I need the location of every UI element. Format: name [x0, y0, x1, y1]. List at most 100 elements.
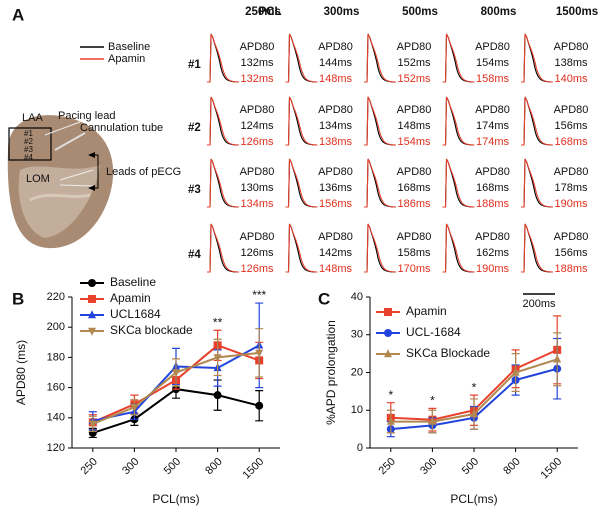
marker: [511, 367, 520, 376]
marker: [386, 416, 395, 425]
apd-apamin: 132ms: [240, 73, 274, 85]
apd-baseline: 156ms: [554, 120, 588, 132]
apd-baseline: 174ms: [476, 120, 510, 132]
ap-trace: [442, 96, 475, 146]
ap-trace: [521, 33, 554, 83]
ap-trace: [442, 33, 475, 83]
photo-site: #3: [24, 145, 33, 154]
ap-trace: [364, 223, 397, 273]
legend-label: SKCa blockade: [110, 323, 193, 337]
apd-baseline: 126ms: [240, 247, 274, 259]
apd-metric: APD80: [475, 41, 510, 53]
photo-label: Cannulation tube: [80, 122, 163, 134]
annotation: ***: [252, 288, 266, 302]
apd-baseline: 134ms: [319, 120, 353, 132]
heart-photo: [7, 115, 114, 249]
apd-metric: APD80: [475, 104, 510, 116]
x-tick-label: 250: [377, 456, 398, 477]
legend-marker: [88, 295, 96, 303]
apd-apamin: 140ms: [554, 73, 588, 85]
marker: [428, 416, 437, 425]
apd-metric: APD80: [475, 231, 510, 243]
x-tick-label: 500: [162, 456, 183, 477]
marker: [553, 354, 562, 363]
apd-baseline: 152ms: [397, 57, 431, 69]
apd-apamin: 188ms: [476, 198, 510, 210]
ap-trace: [521, 96, 554, 146]
ap-trace: [521, 158, 554, 208]
apd-baseline: 130ms: [240, 182, 274, 194]
y-tick-label: 180: [47, 351, 65, 363]
annotation: *: [430, 394, 435, 408]
legend-marker: [384, 308, 392, 316]
apd-baseline: 156ms: [554, 247, 588, 259]
apd-metric: APD80: [318, 166, 353, 178]
marker: [213, 391, 222, 400]
pcl-header: 250ms: [245, 6, 281, 18]
marker: [213, 354, 222, 363]
ap-trace: [285, 158, 318, 208]
ap-trace: [521, 223, 554, 273]
x-tick-label: 1500: [539, 456, 565, 482]
photo-site: #1: [24, 129, 33, 138]
apd-baseline: 132ms: [240, 57, 274, 69]
legend-label: Apamin: [108, 53, 145, 65]
apd-metric: APD80: [318, 231, 353, 243]
ap-trace: [521, 33, 554, 83]
apd-baseline: 158ms: [397, 247, 431, 259]
ap-trace: [442, 223, 475, 273]
panel-label: A: [12, 5, 24, 24]
y-axis-label: %APD prolongation: [324, 320, 338, 425]
apd-apamin: 156ms: [319, 198, 353, 210]
ap-trace: [285, 33, 318, 83]
y-tick-label: 140: [47, 412, 65, 424]
annotation: *: [388, 388, 393, 402]
apd-metric: APD80: [554, 166, 589, 178]
x-tick-label: 800: [203, 456, 224, 477]
scale-bar-label: 200ms: [522, 298, 556, 310]
apd-baseline: 142ms: [319, 247, 353, 259]
apd-baseline: 168ms: [397, 182, 431, 194]
x-tick-label: 250: [79, 456, 100, 477]
row-label: #4: [188, 249, 201, 261]
y-tick-label: 40: [351, 291, 363, 303]
apd-apamin: 170ms: [397, 263, 431, 275]
pcl-header: 800ms: [481, 6, 517, 18]
legend-label: UCL1684: [110, 307, 161, 321]
legend-label: Baseline: [110, 275, 156, 289]
marker: [470, 409, 478, 418]
ap-trace: [442, 158, 475, 208]
marker: [255, 349, 264, 358]
apd-metric: APD80: [240, 231, 275, 243]
apd-baseline: 168ms: [476, 182, 510, 194]
apd-metric: APD80: [475, 166, 510, 178]
ap-trace: [207, 223, 240, 273]
photo-site: #4: [24, 153, 33, 162]
apd-metric: APD80: [240, 166, 275, 178]
ap-trace: [364, 33, 397, 83]
apd-apamin: 190ms: [476, 263, 510, 275]
ap-trace: [207, 96, 240, 146]
apd-apamin: 188ms: [554, 263, 588, 275]
pcl-header: 500ms: [402, 6, 438, 18]
photo-label: Pacing lead: [58, 110, 116, 122]
legend-label: SKCa Blockade: [406, 346, 490, 360]
x-tick-label: 500: [460, 456, 481, 477]
ap-trace: [364, 33, 397, 83]
apd-apamin: 126ms: [240, 136, 274, 148]
apd-apamin: 190ms: [554, 198, 588, 210]
apd-baseline: 138ms: [554, 57, 588, 69]
ap-trace: [521, 158, 554, 208]
apd-apamin: 138ms: [319, 136, 353, 148]
legend-label: Baseline: [108, 41, 150, 53]
apd-baseline: 162ms: [476, 247, 510, 259]
apd-baseline: 144ms: [319, 57, 353, 69]
apd-apamin: 148ms: [319, 73, 353, 85]
pcl-header: 300ms: [324, 6, 360, 18]
ap-trace: [207, 158, 240, 208]
panel-label: B: [12, 289, 24, 308]
apd-apamin: 152ms: [397, 73, 431, 85]
ap-trace: [285, 158, 318, 208]
ap-trace: [521, 96, 554, 146]
